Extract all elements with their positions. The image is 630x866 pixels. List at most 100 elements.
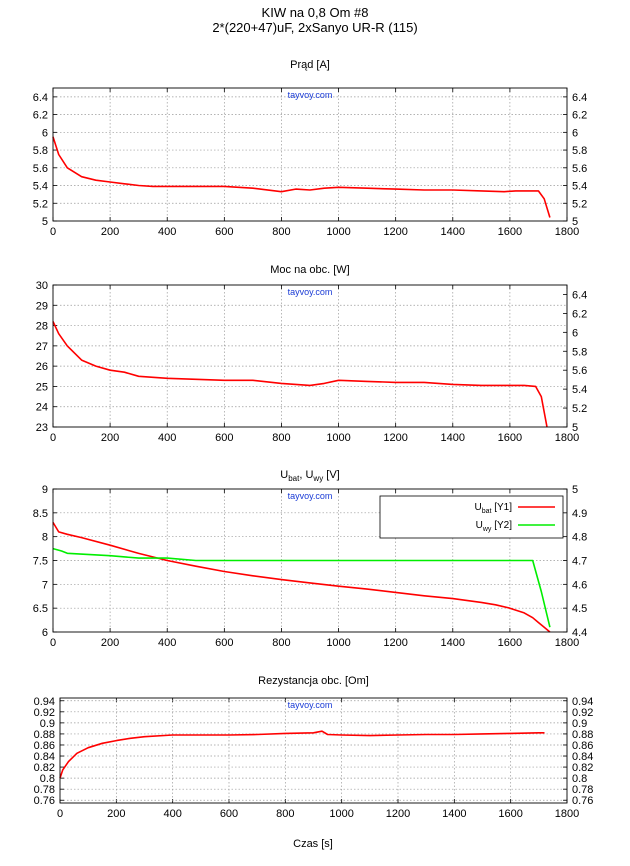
watermark: tayvoy.com: [288, 90, 333, 100]
y-tick-label: 7: [42, 579, 48, 591]
x-tick-label: 1600: [498, 808, 522, 820]
y-tick-label: 28: [36, 321, 48, 333]
series-line-prąd: [52, 136, 551, 218]
y-tick-label: 0.84: [34, 751, 55, 763]
x-tick-label: 600: [215, 432, 233, 444]
y2-tick-label: 5.2: [572, 198, 587, 210]
y2-tick-label: 6: [572, 327, 578, 339]
y-tick-label: 8: [42, 532, 48, 544]
panel-title: Moc na obc. [W]: [270, 264, 349, 276]
series-line-moc: [52, 321, 548, 428]
y2-tick-label: 5.2: [572, 403, 587, 415]
y2-tick-label: 4.5: [572, 603, 587, 615]
y2-tick-label: 0.8: [572, 773, 587, 785]
x-tick-label: 1800: [555, 808, 579, 820]
y-tick-label: 6.4: [33, 92, 48, 104]
y-tick-label: 5.6: [33, 163, 48, 175]
y-tick-label: 0.92: [34, 707, 55, 719]
x-tick-label: 0: [57, 808, 63, 820]
y-tick-label: 8.5: [33, 508, 48, 520]
y-tick-label: 6: [42, 127, 48, 139]
y2-tick-label: 4.7: [572, 556, 587, 568]
plot-frame: [52, 284, 568, 428]
series-line-ubat: [52, 521, 551, 633]
y-tick-label: 26: [36, 361, 48, 373]
y2-tick-label: 0.9: [572, 718, 587, 730]
y2-tick-label: 0.78: [572, 784, 593, 796]
legend-label: Uwy [Y2]: [476, 520, 513, 533]
y-tick-label: 9: [42, 484, 48, 496]
y2-tick-label: 0.76: [572, 795, 593, 807]
y-tick-label: 24: [36, 402, 48, 414]
y-tick-label: 0.88: [34, 729, 55, 741]
watermark: tayvoy.com: [288, 491, 333, 501]
x-tick-label: 1600: [498, 637, 522, 649]
plot-frame: [52, 87, 568, 222]
y2-tick-label: 5.6: [572, 163, 587, 175]
y2-tick-label: 0.94: [572, 696, 593, 708]
y2-tick-label: 5.8: [572, 346, 587, 358]
y2-tick-label: 6.4: [572, 289, 587, 301]
y2-tick-label: 5: [572, 216, 578, 228]
x-tick-label: 400: [163, 808, 181, 820]
y-tick-label: 5.2: [33, 198, 48, 210]
y-tick-label: 5.8: [33, 145, 48, 157]
plot-frame: [52, 488, 568, 633]
y-tick-label: 27: [36, 341, 48, 353]
y-tick-label: 6.5: [33, 603, 48, 615]
y-tick-label: 5.4: [33, 181, 48, 193]
y-tick-label: 0.82: [34, 762, 55, 774]
series-line-uwy: [52, 547, 551, 628]
x-tick-label: 0: [50, 637, 56, 649]
y-tick-label: 0.78: [34, 784, 55, 796]
y-tick-label: 23: [36, 422, 48, 434]
chart-subtitle: 2*(220+47)uF, 2xSanyo UR-R (115): [212, 20, 418, 35]
y-tick-label: 0.86: [34, 740, 55, 752]
y2-tick-label: 5.4: [572, 384, 587, 396]
y2-tick-label: 5.4: [572, 181, 587, 193]
y2-tick-label: 6: [572, 127, 578, 139]
x-tick-label: 400: [158, 432, 176, 444]
x-tick-label: 200: [101, 432, 119, 444]
y2-tick-label: 4.4: [572, 627, 587, 639]
y-tick-label: 6.2: [33, 110, 48, 122]
y2-tick-label: 5: [572, 484, 578, 496]
y-tick-label: 7.5: [33, 556, 48, 568]
y2-tick-label: 6.4: [572, 92, 587, 104]
panel-title: Ubat, Uwy [V]: [280, 469, 339, 483]
x-tick-label: 1800: [555, 637, 579, 649]
y-tick-label: 0.9: [40, 718, 55, 730]
x-tick-label: 400: [158, 637, 176, 649]
y-tick-label: 5: [42, 216, 48, 228]
x-tick-label: 1400: [441, 432, 465, 444]
x-tick-label: 1200: [383, 432, 407, 444]
series-line-rezystancja: [59, 730, 545, 779]
x-tick-label: 800: [272, 637, 290, 649]
y2-tick-label: 5: [572, 422, 578, 434]
x-tick-label: 1000: [326, 637, 350, 649]
x-tick-label: 800: [272, 226, 290, 238]
y2-tick-label: 5.8: [572, 145, 587, 157]
x-tick-label: 600: [215, 637, 233, 649]
x-tick-label: 1200: [386, 808, 410, 820]
x-tick-label: 800: [276, 808, 294, 820]
x-tick-label: 800: [272, 432, 290, 444]
x-tick-label: 0: [50, 432, 56, 444]
y2-tick-label: 0.86: [572, 740, 593, 752]
x-tick-label: 1200: [383, 637, 407, 649]
legend-label: Ubat [Y1]: [474, 502, 512, 515]
chart-title: KIW na 0,8 Om #8: [261, 5, 369, 20]
y2-tick-label: 6.2: [572, 110, 587, 122]
y-tick-label: 29: [36, 300, 48, 312]
y-tick-label: 0.8: [40, 773, 55, 785]
panel-3: Ubat, Uwy [V] 0 200 400 600 800 1000 1200 1400 16…: [33, 469, 588, 649]
y2-tick-label: 0.92: [572, 707, 593, 719]
panel-title: Rezystancja obc. [Om]: [258, 675, 369, 687]
y-tick-label: 0.76: [34, 795, 55, 807]
y2-tick-label: 4.9: [572, 508, 587, 520]
x-tick-label: 1000: [329, 808, 353, 820]
x-tick-label: 1400: [442, 808, 466, 820]
watermark: tayvoy.com: [288, 287, 333, 297]
x-tick-label: 1600: [498, 432, 522, 444]
x-tick-label: 1800: [555, 432, 579, 444]
